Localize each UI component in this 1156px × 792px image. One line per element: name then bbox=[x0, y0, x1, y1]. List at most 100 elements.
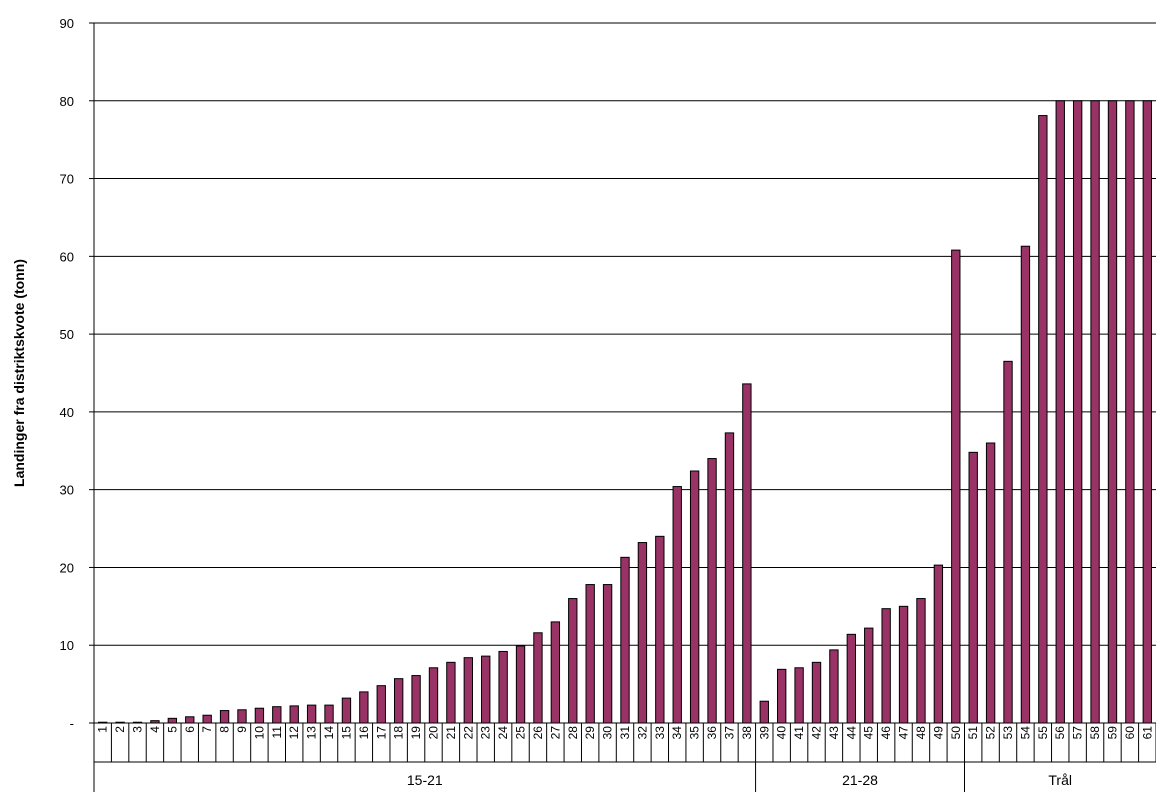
x-tick-label: 23 bbox=[479, 726, 493, 740]
bar-22 bbox=[463, 657, 473, 724]
bar-41 bbox=[794, 667, 804, 724]
bar-17 bbox=[376, 685, 386, 724]
x-tick-label: 12 bbox=[287, 726, 301, 740]
x-tick-label: 11 bbox=[270, 726, 284, 739]
x-tick-label: 14 bbox=[322, 726, 336, 740]
bar-45 bbox=[864, 627, 874, 724]
x-tick-label: 13 bbox=[305, 726, 319, 740]
y-axis-label: Landinger fra distriktskvote (tonn) bbox=[11, 259, 27, 487]
x-tick-label: 3 bbox=[131, 726, 145, 733]
x-tick-label: 15 bbox=[339, 726, 353, 740]
bar-11 bbox=[272, 706, 282, 724]
y-tick-label: 80 bbox=[60, 94, 74, 109]
bar-46 bbox=[881, 608, 891, 724]
bar-6 bbox=[185, 716, 195, 724]
x-tick-label: 19 bbox=[409, 726, 423, 740]
bar-31 bbox=[620, 556, 630, 724]
bar-51 bbox=[968, 451, 978, 724]
x-tick-label: 44 bbox=[844, 726, 858, 740]
x-tick-label: 58 bbox=[1088, 726, 1102, 740]
x-tick-label: 26 bbox=[531, 726, 545, 740]
bars bbox=[98, 100, 1152, 724]
bar-27 bbox=[550, 621, 561, 724]
y-tick-label: 70 bbox=[60, 172, 74, 187]
y-tick-label: 40 bbox=[60, 405, 74, 420]
x-tick-label: 61 bbox=[1140, 726, 1154, 740]
bar-53 bbox=[1003, 360, 1013, 724]
bar-35 bbox=[689, 470, 700, 724]
bar-56 bbox=[1055, 100, 1065, 724]
x-tick-label: 40 bbox=[775, 726, 789, 740]
x-tick-label: 6 bbox=[183, 726, 197, 733]
bar-52 bbox=[985, 442, 996, 724]
x-tick-label: 25 bbox=[514, 726, 528, 740]
bar-30 bbox=[602, 584, 613, 724]
y-tick-label: 90 bbox=[60, 16, 74, 31]
bar-14 bbox=[324, 704, 334, 724]
x-tick-label: 29 bbox=[583, 726, 597, 740]
bar-37 bbox=[724, 432, 735, 724]
bar-21 bbox=[446, 661, 456, 724]
x-tick-label: 47 bbox=[897, 726, 911, 740]
x-tick-labels: 1 2 3 4 5 6 7 8 9 10 11 12 13 14 15 16 17 18 19 20 21 22 23 24 2… bbox=[96, 726, 1155, 740]
group-labels: 15-21 21-28 Trål bbox=[407, 772, 1072, 788]
x-tick-label: 20 bbox=[426, 726, 440, 740]
bar-18 bbox=[393, 678, 404, 724]
x-tick-label: 36 bbox=[705, 726, 719, 740]
bar-39 bbox=[759, 700, 769, 724]
x-tick-label: 5 bbox=[165, 726, 179, 733]
x-tick-label: 60 bbox=[1123, 726, 1137, 740]
x-tick-label: 46 bbox=[879, 726, 893, 740]
bar-58 bbox=[1090, 100, 1100, 724]
x-tick-label: 53 bbox=[1001, 726, 1015, 740]
bar-32 bbox=[637, 542, 648, 724]
bar-9 bbox=[237, 709, 247, 724]
x-tick-label: 55 bbox=[1036, 726, 1050, 740]
x-tick-label: 7 bbox=[200, 726, 214, 733]
axes bbox=[89, 22, 1156, 792]
x-tick-label: 8 bbox=[218, 726, 232, 733]
bar-28 bbox=[568, 598, 578, 724]
x-tick-label: 50 bbox=[949, 726, 963, 740]
bar-61 bbox=[1142, 100, 1152, 724]
bar-55 bbox=[1038, 115, 1048, 724]
bar-20 bbox=[428, 667, 439, 724]
y-tick-label: 50 bbox=[60, 327, 74, 342]
group-label: Trål bbox=[1048, 772, 1072, 788]
x-tick-label: 32 bbox=[635, 726, 649, 740]
x-tick-label: 28 bbox=[566, 726, 580, 740]
group-label: 21-28 bbox=[842, 772, 878, 788]
bar-24 bbox=[498, 650, 508, 724]
bar-29 bbox=[585, 584, 595, 724]
bar-16 bbox=[359, 691, 369, 724]
y-tick-label: 30 bbox=[60, 483, 74, 498]
bar-34 bbox=[672, 486, 682, 724]
bar-54 bbox=[1020, 245, 1031, 724]
bar-36 bbox=[707, 458, 717, 724]
gridlines bbox=[94, 22, 1156, 646]
x-tick-label: 38 bbox=[740, 726, 754, 740]
bar-5 bbox=[167, 717, 178, 724]
x-tick-label: 59 bbox=[1105, 726, 1119, 740]
bar-38 bbox=[742, 383, 752, 724]
x-tick-label: 30 bbox=[601, 726, 615, 740]
bar-50 bbox=[951, 249, 961, 724]
bar-43 bbox=[829, 649, 839, 724]
bar-48 bbox=[916, 598, 926, 724]
bar-19 bbox=[411, 675, 421, 724]
x-tick-label: 31 bbox=[618, 726, 632, 740]
x-tick-label: 56 bbox=[1053, 726, 1067, 740]
y-tick-label: 20 bbox=[60, 560, 74, 575]
x-tick-label: 39 bbox=[757, 726, 771, 740]
bar-59 bbox=[1107, 100, 1118, 724]
x-tick-label: 4 bbox=[148, 726, 162, 733]
x-tick-label: 10 bbox=[252, 726, 266, 740]
y-tick-label: 60 bbox=[60, 249, 74, 264]
bar-15 bbox=[341, 697, 352, 724]
x-tick-label: 57 bbox=[1071, 726, 1085, 740]
bar-12 bbox=[289, 705, 299, 724]
bar-47 bbox=[898, 605, 909, 724]
bar-33 bbox=[655, 535, 665, 724]
bar-25 bbox=[515, 645, 526, 724]
